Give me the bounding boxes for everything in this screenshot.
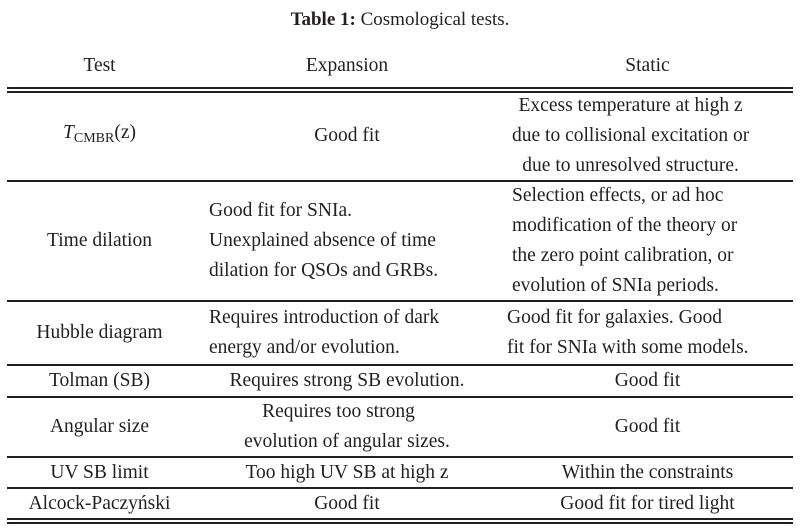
expansion-cell: Requires too strong evolution of angular… [244, 401, 450, 452]
static-cell: Good fit for tired light [560, 493, 735, 514]
expansion-cell: Too high UV SB at high z [245, 462, 449, 483]
table-row: Time dilation Good fit for SNIa. Unexpla… [7, 182, 793, 300]
header-test: Test [83, 55, 116, 76]
test-cell: Angular size [49, 416, 150, 437]
table-row: UV SB limit Too high UV SB at high z Wit… [7, 458, 793, 488]
table-row: Angular size Requires too strong evoluti… [7, 398, 793, 456]
row-divider [7, 487, 793, 489]
header-static: Static [625, 55, 670, 76]
static-cell: Good fit [614, 370, 681, 391]
row-divider [7, 180, 793, 182]
row-divider [7, 456, 793, 458]
row-divider [7, 364, 793, 366]
table-row: Tolman (SB) Requires strong SB evolution… [7, 366, 793, 396]
expansion-cell: Good fit [314, 125, 380, 146]
static-cell: Good fit [614, 416, 681, 437]
test-cell: Time dilation [47, 230, 152, 251]
test-cell: TCMBR(z) [63, 122, 136, 146]
table-header-row: Test Expansion Static [7, 48, 793, 84]
footer-double-rule-top [7, 518, 793, 520]
static-cell: Within the constraints [561, 462, 734, 483]
expansion-cell: Requires strong SB evolution. [229, 370, 465, 391]
table-row: Alcock-Paczyński Good fit Good fit for t… [7, 489, 793, 519]
static-cell: Good fit for galaxies. Good fit for SNIa… [507, 307, 749, 358]
table-caption: Table 1: Cosmological tests. [0, 8, 800, 32]
caption-text: Cosmological tests. [360, 9, 510, 30]
caption-label: Table 1: [290, 9, 356, 30]
test-cell: UV SB limit [50, 462, 149, 483]
static-cell: Selection effects, or ad hoc modificatio… [512, 185, 738, 296]
table-row: Hubble diagram Requires introduction of … [7, 302, 793, 364]
header-double-rule-bottom [7, 91, 793, 93]
test-cell: Hubble diagram [36, 322, 163, 343]
header-double-rule-top [7, 87, 793, 89]
footer-double-rule-bottom [7, 522, 793, 524]
table-row: TCMBR(z) Good fit Excess temperature at … [7, 92, 793, 180]
test-cell: Tolman (SB) [48, 370, 150, 391]
header-expansion: Expansion [305, 55, 389, 76]
test-cell: Alcock-Paczyński [28, 493, 171, 514]
row-divider [7, 300, 793, 302]
row-divider [7, 396, 793, 398]
expansion-cell: Good fit [314, 493, 380, 514]
static-cell: Excess temperature at high z due to coll… [512, 95, 750, 176]
expansion-cell: Requires introduction of dark energy and… [209, 307, 440, 358]
expansion-cell: Good fit for SNIa. Unexplained absence o… [209, 200, 439, 281]
